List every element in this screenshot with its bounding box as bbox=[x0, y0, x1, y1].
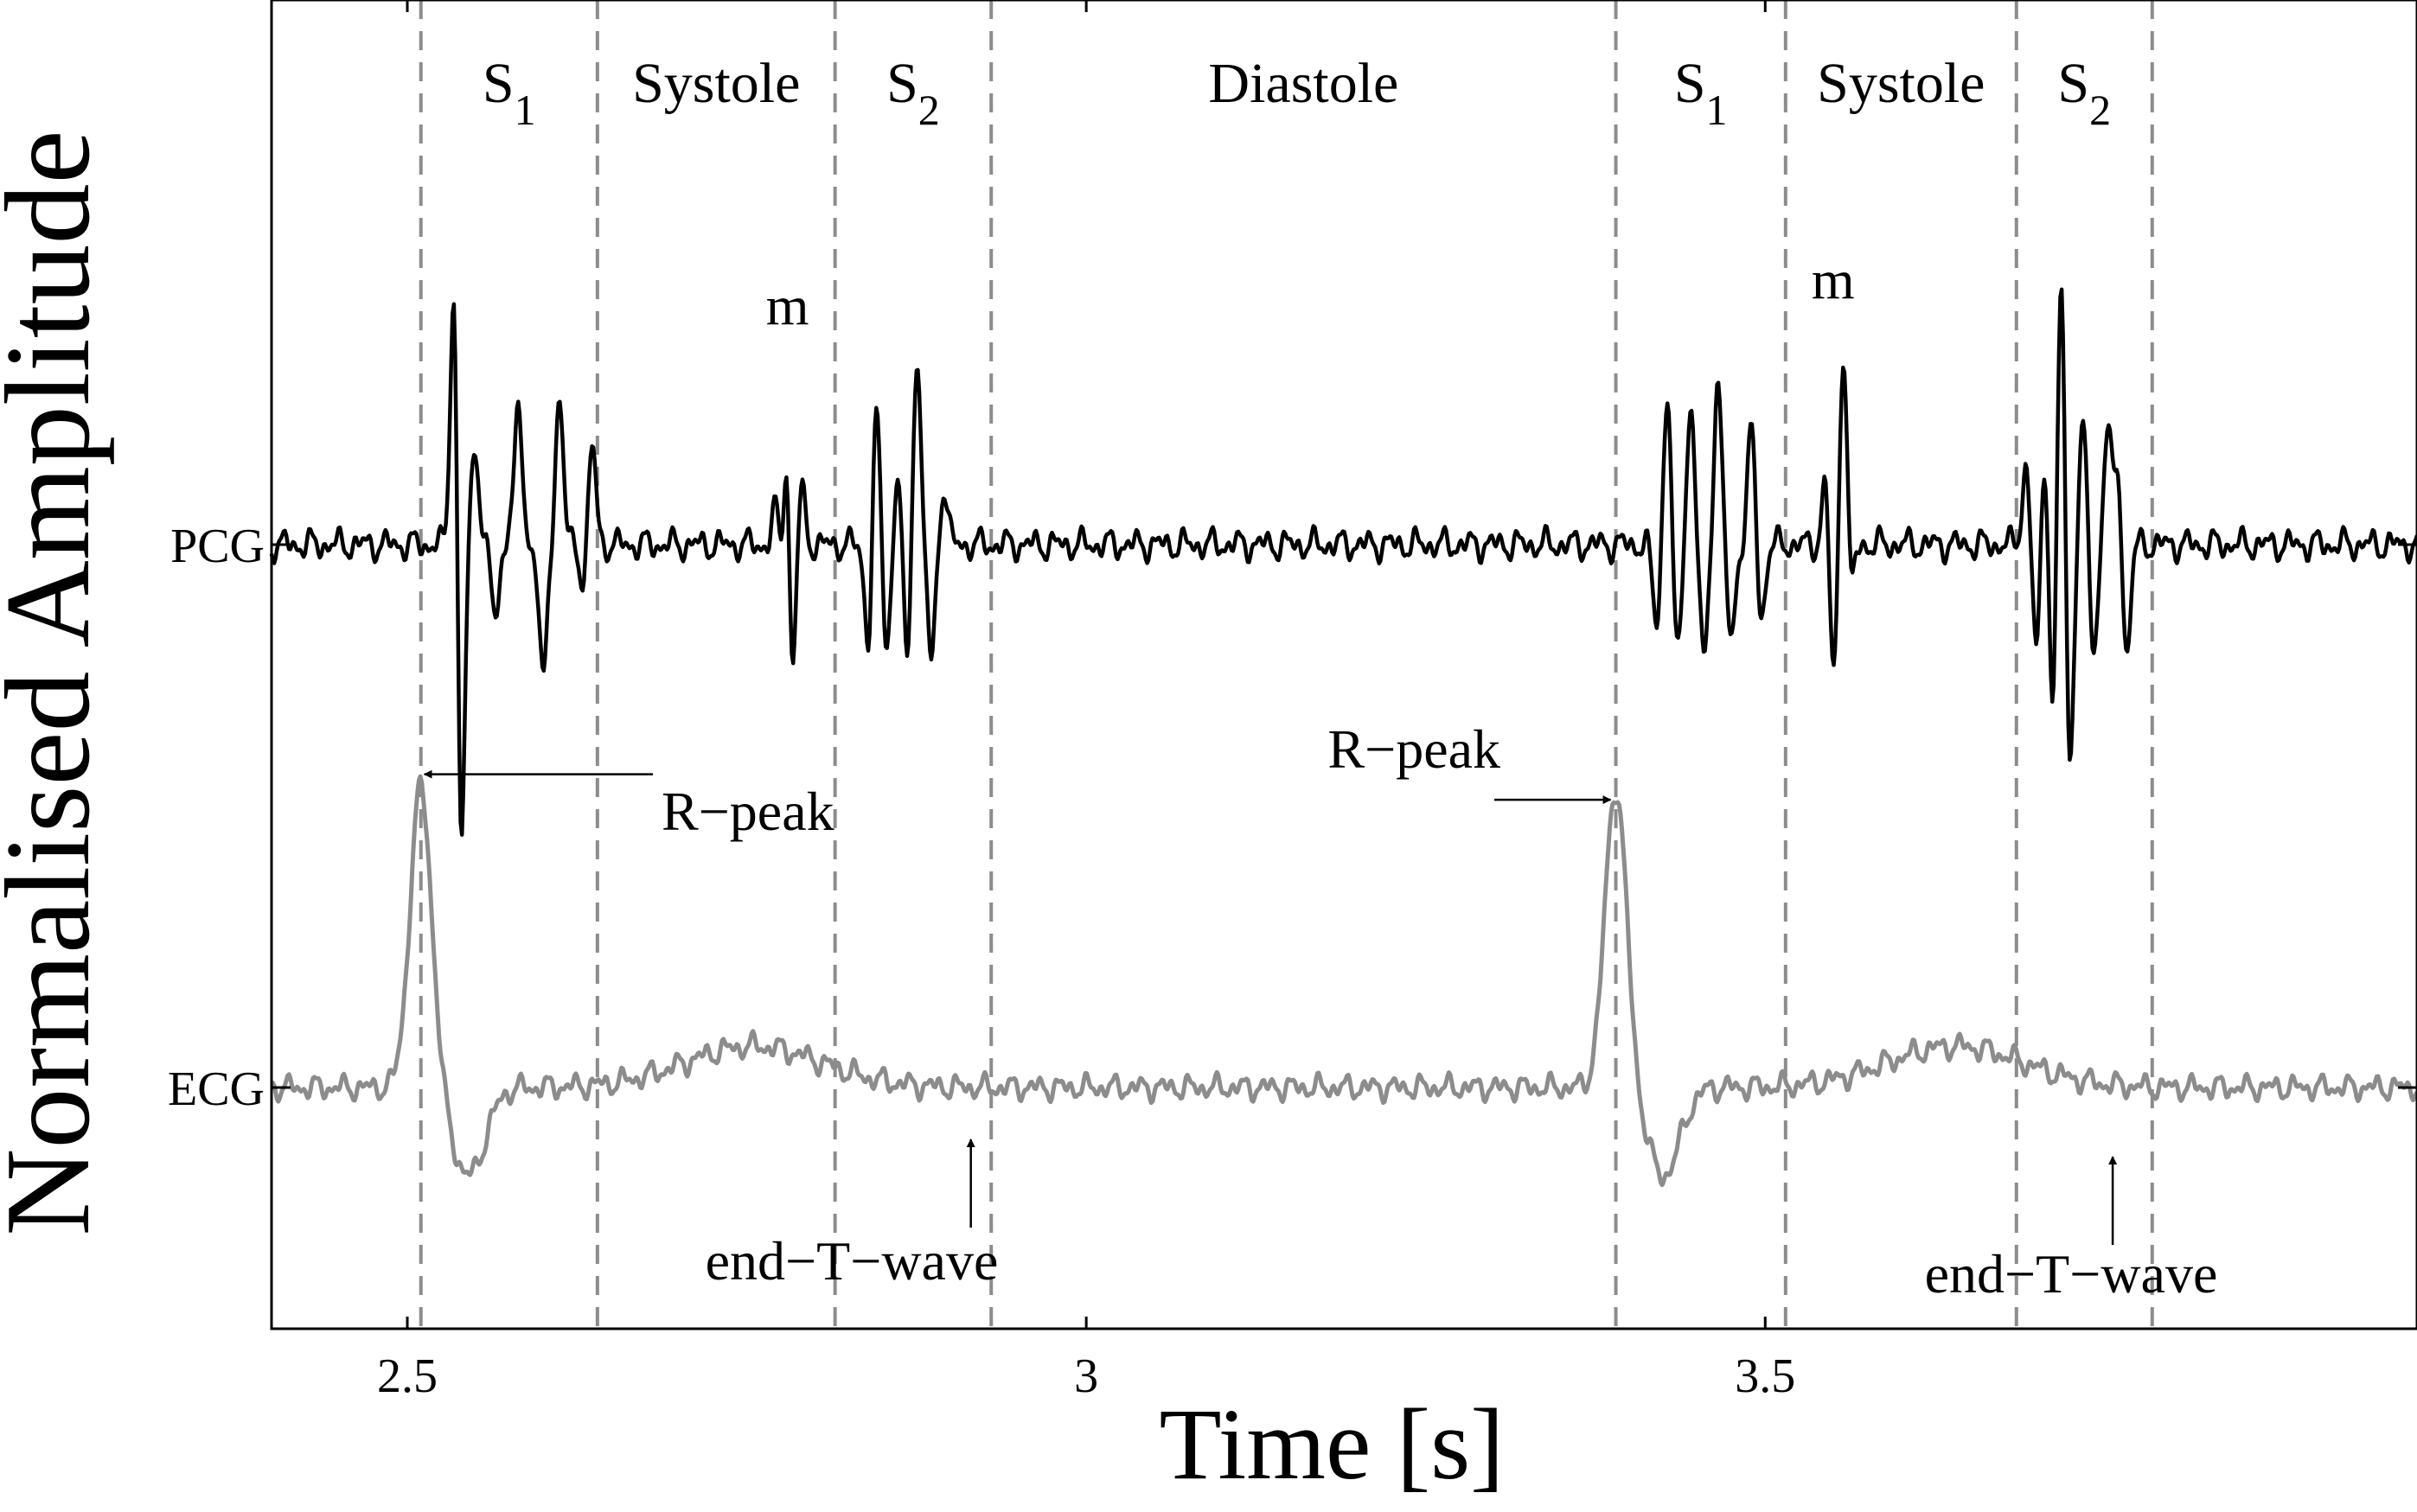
phase-label: S1 bbox=[483, 52, 536, 134]
x-tick-label: 3.5 bbox=[1735, 1349, 1795, 1403]
murmur-label: m bbox=[766, 275, 809, 336]
y-axis-ticks: PCG ECG bbox=[168, 520, 2417, 1116]
phase-label: Diastole bbox=[1208, 52, 1398, 115]
y-axis-label: Normalised Amplitude bbox=[0, 130, 115, 1235]
end-t-wave-label: end−T−wave bbox=[706, 1230, 999, 1292]
phase-label: S1 bbox=[1674, 52, 1728, 134]
pcg-series-line bbox=[269, 287, 2417, 837]
signal-series bbox=[269, 287, 2417, 1188]
phase-boundary-markers bbox=[419, 0, 2154, 1329]
x-tick-label: 3 bbox=[1074, 1349, 1098, 1403]
annotations: m m R−peak R−peak end−T−wave end−T−wave bbox=[423, 249, 2218, 1305]
plot-frame bbox=[270, 0, 2417, 1330]
r-peak-label: R−peak bbox=[1327, 718, 1500, 780]
phase-label: S2 bbox=[2057, 52, 2111, 134]
phase-label: Systole bbox=[632, 52, 800, 115]
x-axis-ticks: 2.5 3 3.5 bbox=[377, 0, 1795, 1403]
y-tick-label: ECG bbox=[168, 1062, 265, 1116]
phase-label: Systole bbox=[1817, 52, 1985, 115]
phase-labels: S1 Systole S2 Diastole S1 Systole S2 bbox=[483, 52, 2111, 134]
ecg-series-line bbox=[270, 774, 2417, 1188]
y-tick-label: PCG bbox=[170, 520, 265, 573]
x-axis-label: Time [s] bbox=[1160, 1388, 1505, 1501]
murmur-label: m bbox=[1812, 249, 1855, 310]
x-tick-label: 2.5 bbox=[377, 1349, 438, 1403]
phase-label: S2 bbox=[886, 52, 940, 134]
r-peak-label: R−peak bbox=[662, 781, 834, 842]
end-t-wave-label: end−T−wave bbox=[1925, 1243, 2218, 1305]
